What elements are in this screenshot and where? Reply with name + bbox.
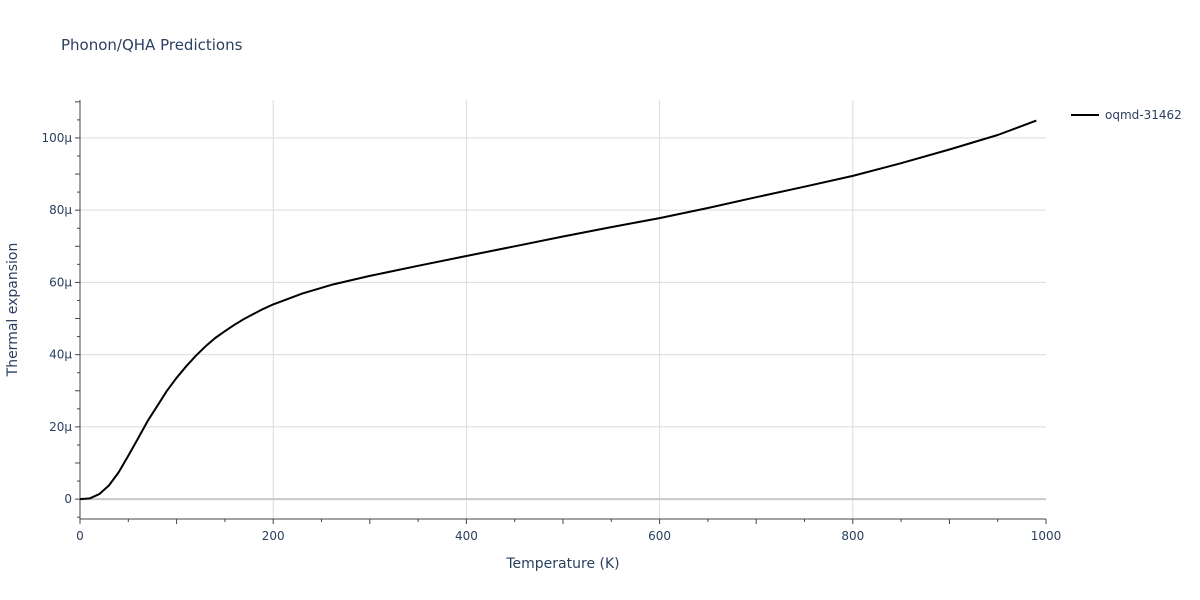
x-axis-title: Temperature (K)	[505, 556, 619, 572]
y-tick-label: 20μ	[49, 420, 72, 434]
y-tick-label: 0	[64, 492, 72, 506]
legend[interactable]: oqmd-31462	[1071, 108, 1182, 122]
y-tick-label: 40μ	[49, 348, 72, 362]
legend-label-oqmd-31462[interactable]: oqmd-31462	[1105, 108, 1182, 122]
x-tick-label: 200	[262, 529, 285, 543]
y-axis-title: Thermal expansion	[5, 243, 21, 378]
tick-layer: 0 200 400 600 800 1000 0 20μ 40μ 60μ 80μ 100μ	[41, 101, 1062, 543]
x-tick-label: 0	[76, 529, 84, 543]
y-tick-label: 100μ	[41, 131, 72, 145]
y-tick-label: 60μ	[49, 275, 72, 289]
grid-layer	[80, 100, 1046, 519]
x-tick-label: 800	[841, 529, 864, 543]
x-tick-label: 400	[455, 529, 478, 543]
series-layer	[79, 119, 1037, 501]
chart-title: Phonon/QHA Predictions	[61, 36, 243, 54]
y-tick-label: 80μ	[49, 203, 72, 217]
x-tick-label: 1000	[1031, 529, 1062, 543]
series-line-oqmd-31462	[79, 119, 1037, 501]
x-tick-label: 600	[648, 529, 671, 543]
